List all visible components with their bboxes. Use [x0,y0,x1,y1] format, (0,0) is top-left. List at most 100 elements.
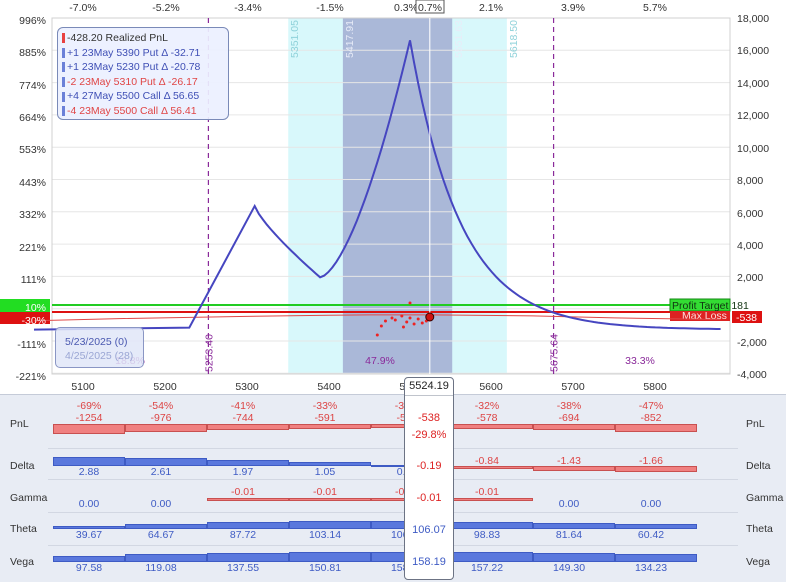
gamma-value: 0.00 [558,498,580,510]
cursor-delta: -0.19 [416,460,442,472]
breakeven-label: 5675.64 [549,334,561,372]
legend-item[interactable]: -4 23May 5500 Call Δ 56.41 [62,104,224,119]
delta-value: -0.84 [475,455,499,467]
right-axis-tick: -4,000 [737,369,767,381]
delta-value: 1.97 [232,466,254,478]
bottom-axis-tick: 5300 [235,381,259,393]
band-price-label: 5551.63 [453,20,465,58]
delta-bar [615,466,697,472]
legend-item[interactable]: -428.20 Realized PnL [62,31,224,46]
max-loss-value: -538 [736,312,757,324]
theta-value: 39.67 [75,529,103,541]
pnl-value: -694 [558,412,580,424]
right-axis-tick: 2,000 [737,272,763,284]
scenario-dot [405,320,409,324]
payoff-chart[interactable]: 5351.05 5417.91 5551.63 5618.50 5253.40 5675.… [0,0,786,394]
date-selector[interactable]: 5/23/2025 (0) 4/25/2025 (28) [55,327,144,368]
vega-value: 157.22 [470,562,504,574]
right-axis-tick: 6,000 [737,208,763,220]
expiry-date[interactable]: 5/23/2025 (0) [65,336,128,348]
pnl-value: -578 [476,412,498,424]
inner-range-band [342,18,453,374]
legend-text: +1 23May 5230 Put Δ -20.78 [67,61,201,74]
scenario-dot [383,319,387,323]
vega-value: 149.30 [552,562,586,574]
legend-item[interactable]: +1 23May 5230 Put Δ -20.78 [62,60,224,75]
top-axis-tick: -3.4% [234,2,261,14]
bottom-axis-tick: 5800 [643,381,667,393]
pnl-value: -852 [640,412,662,424]
bottom-axis-tick: 5700 [561,381,585,393]
vega-bar [207,553,289,562]
delta-value: 2.61 [150,466,172,478]
delta-value: -1.43 [557,455,581,467]
cursor-theta: 106.07 [412,524,446,536]
pnl-value: -1254 [75,412,103,424]
profit-pct-badge [0,299,50,312]
probability-label: 47.9% [365,355,395,367]
vega-bar [53,556,125,562]
gamma-value: -0.01 [313,486,337,498]
vega-bar [289,552,371,562]
cursor-vega: 158.19 [412,556,446,568]
greek-row-label-left: Theta [10,523,37,535]
scenario-dot [416,317,420,321]
current-date[interactable]: 4/25/2025 (28) [65,350,134,362]
left-axis-tick: 332% [19,209,46,221]
pnl-value: -591 [314,412,336,424]
legend-item[interactable]: +4 27May 5500 Call Δ 56.65 [62,89,224,104]
gamma-value: 0.00 [640,498,662,510]
vega-value: 97.58 [75,562,103,574]
top-axis-tick: 0.3% [394,2,418,14]
scenario-dot [379,324,383,328]
left-axis-tick: 221% [19,242,46,254]
theta-value: 60.42 [637,529,665,541]
legend-item[interactable]: -2 23May 5310 Put Δ -26.17 [62,75,224,90]
right-axis-tick: 8,000 [737,175,763,187]
theta-bar [53,526,125,529]
plot-frame [51,17,731,375]
legend-swatch [62,47,65,58]
pnl-pct-value: -38% [556,400,582,412]
greek-row-label-left: Delta [10,460,35,472]
top-axis-tick: 2.1% [479,2,503,14]
cursor-gamma: -0.01 [416,492,442,504]
greek-row-label-right: Delta [746,460,771,472]
left-axis-tick: 443% [19,177,46,189]
top-axis-tick: 5.7% [643,2,667,14]
max-loss-label: Max Loss [682,310,727,322]
legend-item[interactable]: +1 23May 5390 Put Δ -32.71 [62,46,224,61]
greek-row-label-left: Gamma [10,492,48,504]
gamma-bar [289,498,371,501]
profit-target-label: Profit Target 181 [672,300,749,312]
gamma-value: 0.00 [78,498,100,510]
greeks-panel: PnL PnL Delta Delta Gamma Gamma Theta Theta Vega… [0,394,786,582]
pnl-bar [533,424,615,430]
pnl-pct-value: -32% [474,400,500,412]
top-axis-tick: 3.9% [561,2,585,14]
legend-swatch [62,106,65,117]
left-axis-tick: 664% [19,112,46,124]
band-price-label: 5618.50 [508,20,520,58]
scenario-dot [390,316,394,320]
greek-row-label-right: Gamma [746,492,784,504]
cursor-pnl-pct: -29.8% [411,429,447,441]
theta-value: 64.67 [147,529,175,541]
left-axis-tick: 10% [25,302,46,314]
vega-value: 150.81 [308,562,342,574]
theta-bar [533,523,615,529]
top-axis-cursor-box [415,0,445,14]
greek-row-label-right: Theta [746,523,773,535]
delta-value: 2.88 [78,466,100,478]
pnl-value: -744 [232,412,254,424]
left-axis-tick: 996% [19,15,46,27]
theta-value: 98.83 [473,529,501,541]
theta-bar [451,522,533,529]
theta-value: 81.64 [555,529,583,541]
vega-bar [125,554,207,562]
left-axis-tick: 885% [19,47,46,59]
delta-value: -1.66 [639,455,663,467]
position-legend: -428.20 Realized PnL +1 23May 5390 Put Δ … [57,27,229,120]
cursor-value-box: 5524.19 -538 -29.8% -0.19 -0.01 106.07 158.19 [404,377,454,580]
right-axis-tick: 18,000 [737,13,769,25]
